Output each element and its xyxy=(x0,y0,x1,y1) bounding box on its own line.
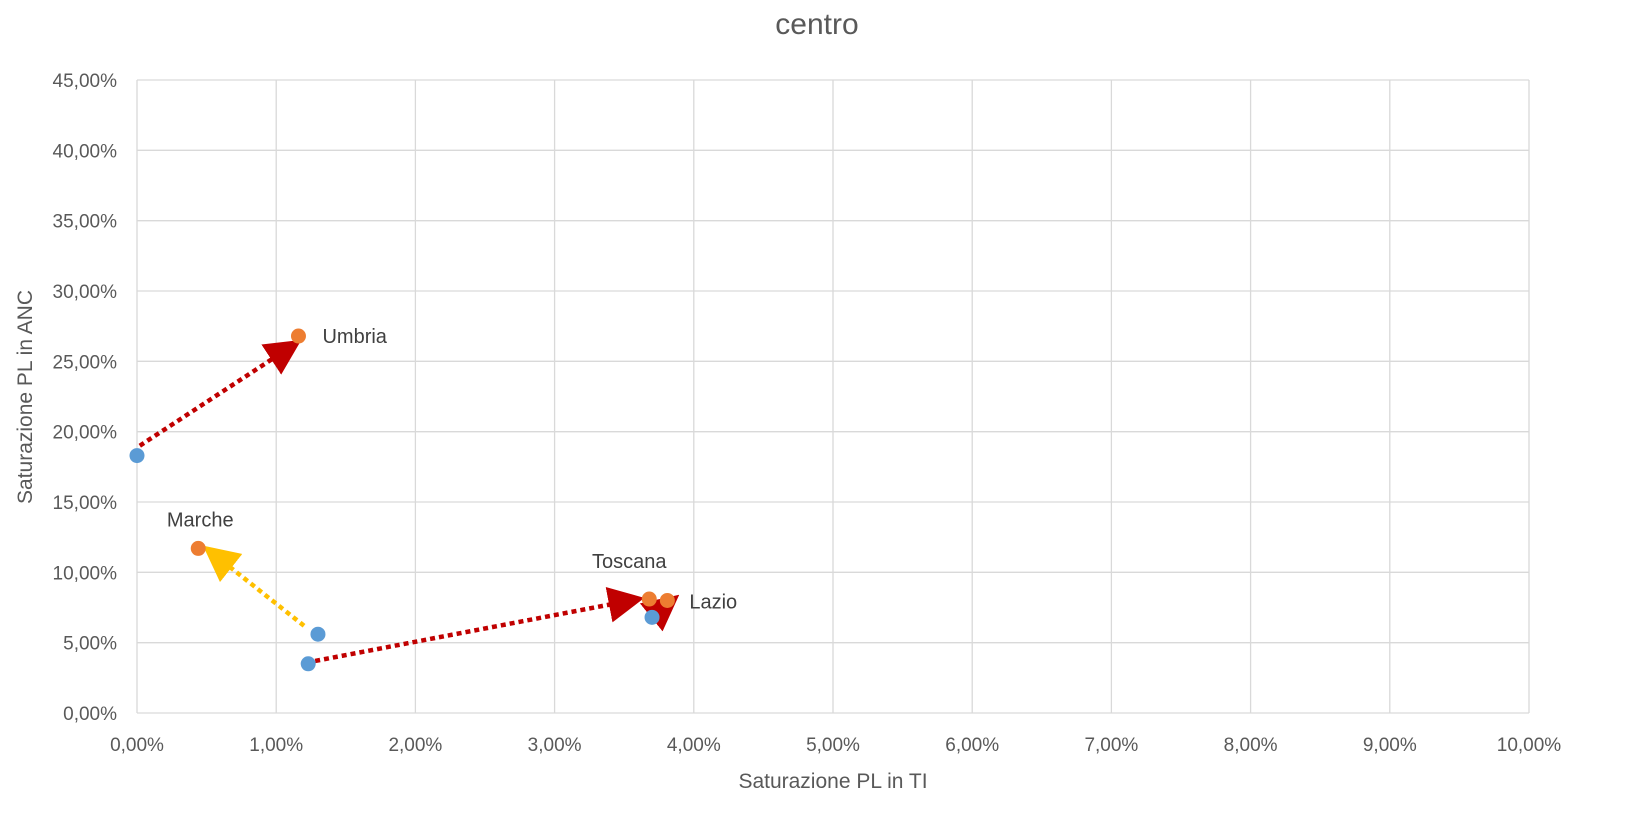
tick-labels: 0,00% 1,00% 2,00% 3,00% 4,00% 5,00% 6,00% 7,00%… xyxy=(53,71,1562,756)
data-point xyxy=(659,592,675,608)
data-points xyxy=(129,328,675,672)
data-point xyxy=(190,540,206,556)
data-point xyxy=(641,591,657,607)
trend-arrow xyxy=(314,587,645,664)
x-tick-label: 9,00% xyxy=(1363,735,1417,756)
y-tick-label: 20,00% xyxy=(53,423,118,444)
x-tick-label: 4,00% xyxy=(667,735,721,756)
trend-arrow xyxy=(138,339,302,448)
y-tick-label: 35,00% xyxy=(53,212,118,233)
arrows xyxy=(138,339,680,664)
point-label: Umbria xyxy=(322,326,387,348)
x-axis-title: Saturazione PL in TI xyxy=(738,770,927,793)
x-tick-label: 10,00% xyxy=(1497,735,1562,756)
y-tick-label: 25,00% xyxy=(53,352,118,373)
y-axis-title: Saturazione PL in ANC xyxy=(14,290,37,504)
data-point xyxy=(129,448,145,464)
data-point xyxy=(310,626,326,642)
trend-arrow xyxy=(202,545,306,628)
point-label: Toscana xyxy=(592,551,667,573)
x-tick-label: 7,00% xyxy=(1084,735,1138,756)
point-labels: Umbria Marche Toscana Lazio xyxy=(167,326,737,613)
chart-title: centro xyxy=(775,8,858,41)
x-tick-label: 6,00% xyxy=(945,735,999,756)
y-tick-label: 10,00% xyxy=(53,563,118,584)
y-tick-label: 0,00% xyxy=(63,704,117,725)
y-tick-label: 15,00% xyxy=(53,493,118,514)
point-label: Marche xyxy=(167,509,234,531)
gridlines xyxy=(136,79,1530,714)
y-tick-label: 45,00% xyxy=(53,71,118,92)
data-point xyxy=(300,656,316,672)
x-tick-label: 0,00% xyxy=(110,735,164,756)
x-tick-label: 1,00% xyxy=(249,735,303,756)
x-tick-label: 5,00% xyxy=(806,735,860,756)
x-tick-label: 3,00% xyxy=(528,735,582,756)
point-label: Lazio xyxy=(689,591,737,613)
x-tick-label: 2,00% xyxy=(388,735,442,756)
y-tick-label: 40,00% xyxy=(53,141,118,162)
x-tick-label: 8,00% xyxy=(1224,735,1278,756)
y-tick-label: 5,00% xyxy=(63,634,117,655)
data-point xyxy=(644,609,660,625)
data-point xyxy=(290,328,306,344)
y-tick-label: 30,00% xyxy=(53,282,118,303)
